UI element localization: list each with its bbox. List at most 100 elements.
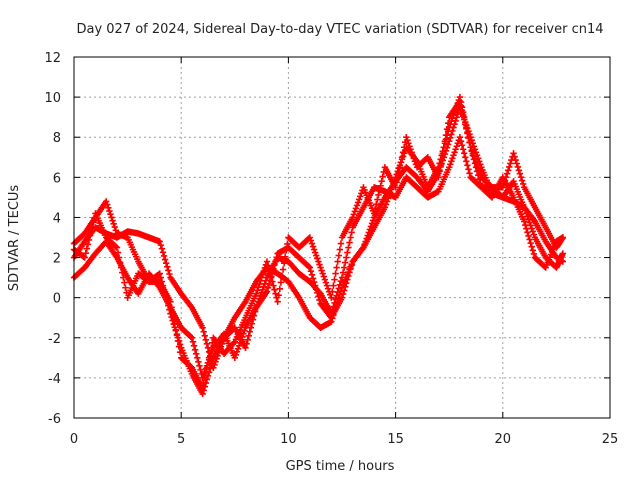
data-marker	[108, 214, 115, 221]
data-marker	[213, 355, 220, 363]
x-axis-label: GPS time / hours	[286, 459, 395, 474]
data-marker	[444, 141, 452, 148]
data-marker	[259, 271, 266, 278]
data-marker	[201, 374, 208, 382]
data-marker	[258, 274, 265, 281]
data-marker	[442, 132, 450, 139]
data-marker	[398, 154, 406, 161]
data-marker	[260, 283, 267, 290]
data-marker	[439, 150, 446, 157]
data-marker	[80, 253, 87, 260]
data-marker	[476, 176, 483, 183]
data-marker	[309, 275, 317, 282]
data-marker	[458, 142, 466, 149]
data-marker	[265, 266, 273, 273]
data-marker	[346, 269, 353, 276]
data-marker	[110, 220, 117, 228]
data-marker	[162, 259, 170, 267]
data-marker	[512, 156, 519, 164]
y-tick-label: 6	[53, 171, 61, 186]
data-marker	[448, 158, 455, 165]
data-marker	[470, 156, 478, 163]
data-point	[559, 234, 567, 241]
data-marker	[447, 161, 454, 168]
data-marker	[276, 285, 284, 293]
data-marker	[193, 350, 200, 358]
data-marker	[473, 168, 481, 175]
data-marker	[332, 270, 339, 277]
data-marker	[358, 190, 365, 197]
data-marker	[161, 256, 169, 263]
data-marker	[339, 290, 347, 298]
data-marker	[343, 254, 350, 261]
data-marker	[323, 282, 331, 289]
data-point	[381, 204, 389, 211]
chart-title: Day 027 of 2024, Sidereal Day-to-day VTE…	[76, 22, 603, 37]
data-marker	[332, 296, 339, 303]
data-marker	[366, 226, 374, 233]
x-tick-label: 25	[602, 432, 619, 447]
data-marker	[233, 348, 241, 356]
data-marker	[171, 320, 178, 328]
data-marker	[375, 191, 382, 199]
data-marker	[278, 272, 286, 280]
data-marker	[239, 333, 246, 340]
data-marker	[346, 239, 353, 246]
data-marker	[518, 177, 526, 184]
data-marker	[441, 138, 449, 145]
data-marker	[461, 116, 468, 123]
data-marker	[464, 130, 471, 137]
data-point	[188, 334, 196, 341]
data-marker	[260, 267, 267, 275]
data-marker	[376, 187, 383, 194]
data-marker	[515, 167, 523, 174]
data-marker	[529, 247, 537, 254]
data-marker	[105, 204, 112, 212]
data-marker	[459, 146, 467, 153]
data-marker	[449, 155, 456, 162]
data-marker	[175, 343, 183, 350]
data-marker	[331, 276, 338, 283]
data-marker	[89, 223, 96, 230]
data-point	[306, 234, 314, 241]
data-marker	[83, 245, 91, 252]
data-marker	[305, 263, 312, 270]
data-marker	[196, 362, 203, 370]
data-marker	[453, 143, 460, 150]
data-marker	[115, 254, 123, 261]
data-marker	[364, 232, 371, 239]
data-marker	[452, 146, 459, 153]
data-point	[167, 298, 174, 305]
data-marker	[112, 243, 120, 250]
y-tick-label: 10	[44, 91, 61, 106]
series-track-3	[70, 103, 567, 382]
data-marker	[448, 131, 455, 138]
data-marker	[266, 270, 274, 277]
data-marker	[353, 202, 361, 209]
data-marker	[524, 229, 531, 236]
data-marker	[340, 287, 348, 294]
data-marker	[205, 354, 213, 362]
data-marker	[169, 309, 176, 317]
y-tick-label: 4	[53, 211, 61, 226]
data-point	[467, 144, 474, 151]
data-marker	[308, 240, 316, 247]
data-marker	[247, 324, 255, 331]
data-marker	[368, 220, 376, 227]
data-marker	[264, 284, 272, 292]
data-marker	[477, 161, 484, 168]
data-marker	[324, 285, 332, 292]
data-marker	[232, 351, 240, 359]
data-marker	[312, 249, 319, 256]
data-marker	[369, 217, 377, 224]
data-marker	[189, 338, 197, 345]
data-marker	[109, 217, 116, 224]
data-point	[435, 174, 442, 181]
y-tick-label: -4	[48, 372, 61, 387]
data-marker	[522, 221, 529, 229]
data-marker	[208, 350, 215, 358]
data-marker	[439, 157, 446, 164]
data-marker	[513, 160, 520, 167]
data-marker	[474, 155, 482, 162]
data-marker	[200, 379, 207, 387]
